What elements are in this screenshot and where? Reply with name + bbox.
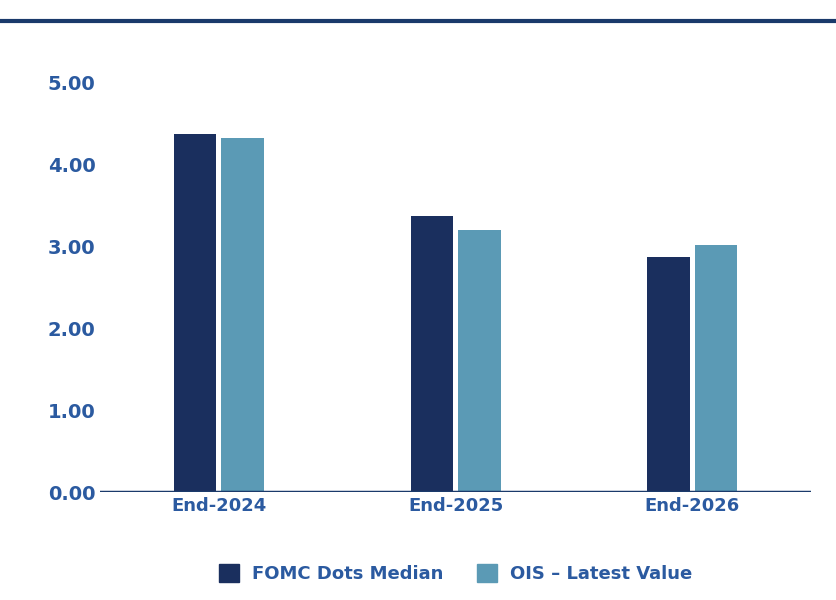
Bar: [695, 245, 737, 492]
Bar: [174, 134, 217, 492]
Legend: FOMC Dots Median, OIS – Latest Value: FOMC Dots Median, OIS – Latest Value: [219, 565, 692, 583]
Bar: [647, 257, 690, 492]
Bar: [458, 230, 501, 492]
Bar: [221, 138, 263, 492]
Bar: [410, 216, 453, 492]
